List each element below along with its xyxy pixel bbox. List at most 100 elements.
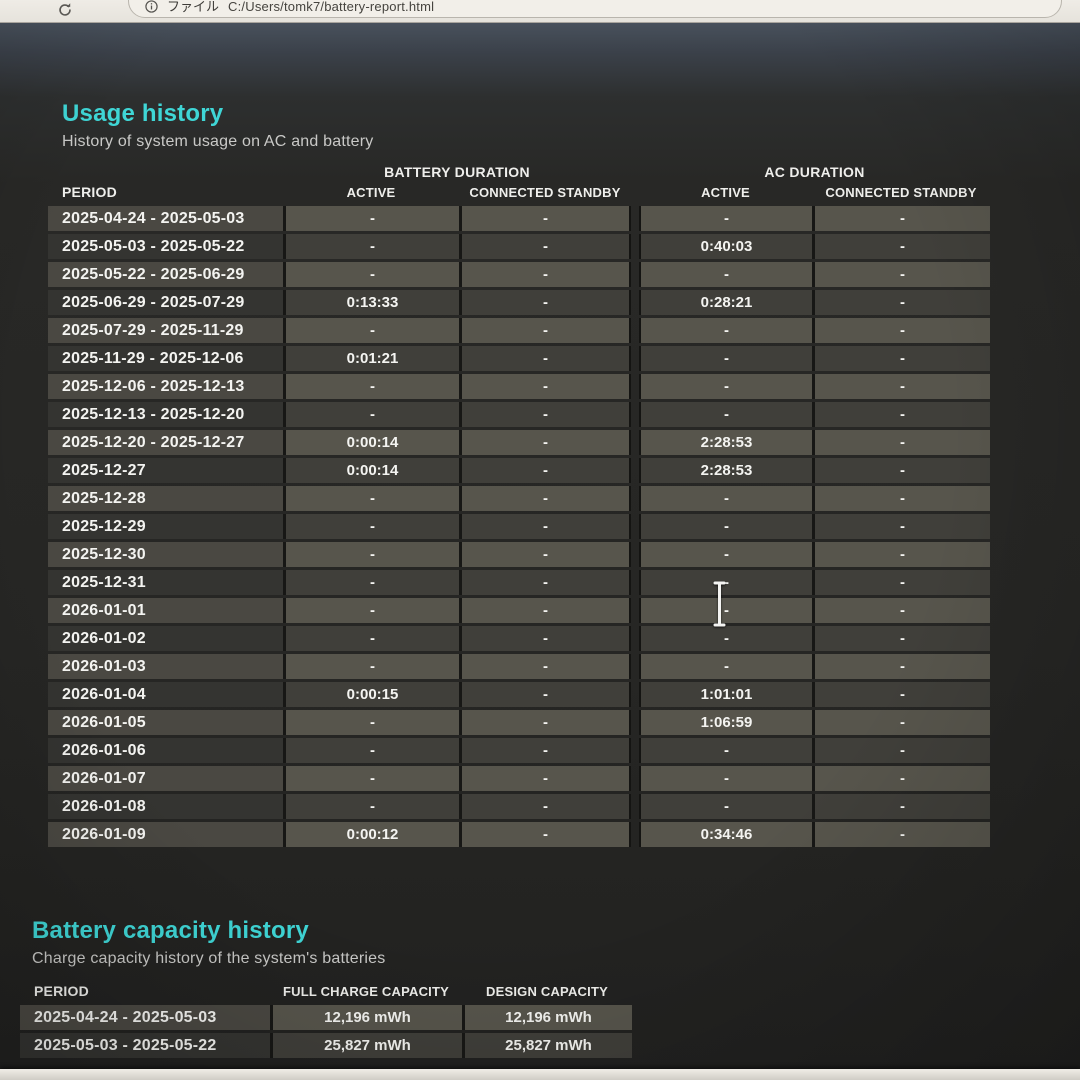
text-cursor-icon <box>713 581 726 627</box>
column-group-gap <box>631 682 639 707</box>
usage-history-section: Usage history History of system usage on… <box>48 100 991 850</box>
value-cell: - <box>812 262 991 287</box>
value-cell: - <box>639 794 812 819</box>
value-cell: - <box>459 654 631 679</box>
reload-icon[interactable] <box>56 1 74 19</box>
column-group-gap <box>631 458 639 483</box>
value-cell: - <box>639 738 812 763</box>
value-cell: - <box>283 738 459 763</box>
value-cell: - <box>639 206 812 231</box>
browser-toolbar: ファイル C:/Users/tomk7/battery-report.html <box>0 0 1080 23</box>
value-cell: - <box>639 626 812 651</box>
value-cell: 25,827 mWh <box>270 1033 462 1058</box>
value-cell: - <box>283 262 459 287</box>
screen-bottom-bezel <box>0 1069 1080 1080</box>
table-row: 2025-11-29 - 2025-12-06 0:01:21- - - <box>48 346 991 371</box>
column-group-gap <box>631 542 639 567</box>
value-cell: - <box>812 710 991 735</box>
value-cell: - <box>459 262 631 287</box>
period-column-header: PERIOD <box>62 184 117 200</box>
url-text[interactable]: C:/Users/tomk7/battery-report.html <box>228 0 435 14</box>
period-cell: 2026-01-01 <box>48 598 283 623</box>
value-cell: - <box>812 654 991 679</box>
battery-duration-header: BATTERY DURATION <box>384 164 530 180</box>
table-row: 2025-04-24 - 2025-05-03 12,196 mWh 12,196 … <box>20 1005 632 1030</box>
period-cell: 2025-04-24 - 2025-05-03 <box>20 1005 270 1030</box>
value-cell: - <box>639 262 812 287</box>
column-group-gap <box>631 374 639 399</box>
info-icon[interactable] <box>145 0 158 13</box>
period-cell: 2025-04-24 - 2025-05-03 <box>48 206 283 231</box>
value-cell: - <box>283 374 459 399</box>
column-header-row: PERIOD ACTIVE CONNECTED STANDBY ACTIVE C… <box>48 184 990 203</box>
table-row: 2026-01-08- - - - <box>48 794 991 819</box>
value-cell: - <box>812 206 991 231</box>
value-cell: - <box>812 514 991 539</box>
value-cell: - <box>812 318 991 343</box>
value-cell: - <box>639 598 812 623</box>
value-cell: - <box>812 430 991 455</box>
value-cell: - <box>639 374 812 399</box>
value-cell: - <box>812 822 991 847</box>
value-cell: 12,196 mWh <box>462 1005 632 1030</box>
ac-duration-header: AC DURATION <box>764 164 865 180</box>
battery-capacity-subtitle: Charge capacity history of the system's … <box>32 950 386 967</box>
period-cell: 2026-01-07 <box>48 766 283 791</box>
period-cell: 2026-01-08 <box>48 794 283 819</box>
value-cell: - <box>283 598 459 623</box>
value-cell: 0:00:12 <box>283 822 459 847</box>
table-row: 2025-12-31- - - - <box>48 570 991 595</box>
period-cell: 2025-12-31 <box>48 570 283 595</box>
value-cell: - <box>459 458 631 483</box>
column-group-gap <box>631 654 639 679</box>
usage-history-table: BATTERY DURATION AC DURATION PERIOD ACTI… <box>48 161 991 850</box>
value-cell: - <box>459 598 631 623</box>
period-cell: 2025-12-20 - 2025-12-27 <box>48 430 283 455</box>
period-cell: 2025-06-29 - 2025-07-29 <box>48 290 283 315</box>
battery-capacity-table: PERIOD FULL CHARGE CAPACITY DESIGN CAPAC… <box>20 980 632 1061</box>
battery-active-column-header: ACTIVE <box>346 184 396 200</box>
value-cell: - <box>639 514 812 539</box>
value-cell: 12,196 mWh <box>270 1005 462 1030</box>
column-group-gap <box>631 766 639 791</box>
value-cell: - <box>283 234 459 259</box>
period-cell: 2025-05-03 - 2025-05-22 <box>20 1033 270 1058</box>
column-group-gap <box>631 234 639 259</box>
table-row: 2025-12-20 - 2025-12-27 0:00:14-2:28:53- <box>48 430 991 455</box>
table-row: 2026-01-09 0:00:12-0:34:46- <box>48 822 991 847</box>
value-cell: - <box>283 542 459 567</box>
column-group-gap <box>631 318 639 343</box>
value-cell: - <box>283 514 459 539</box>
period-cell: 2025-12-06 - 2025-12-13 <box>48 374 283 399</box>
value-cell: - <box>459 542 631 567</box>
value-cell: - <box>459 514 631 539</box>
value-cell: - <box>283 402 459 427</box>
value-cell: - <box>812 290 991 315</box>
table-row: 2025-05-03 - 2025-05-22 25,827 mWh 25,827 … <box>20 1033 632 1058</box>
table-row: 2025-12-28- - - - <box>48 486 991 511</box>
value-cell: - <box>459 738 631 763</box>
value-cell: - <box>812 458 991 483</box>
value-cell: - <box>459 346 631 371</box>
period-cell: 2026-01-04 <box>48 682 283 707</box>
table-row: 2025-12-13 - 2025-12-20- - - - <box>48 402 991 427</box>
value-cell: 0:34:46 <box>639 822 812 847</box>
period-cell: 2026-01-09 <box>48 822 283 847</box>
value-cell: - <box>812 486 991 511</box>
table-row: 2025-12-30- - - - <box>48 542 991 567</box>
value-cell: - <box>639 766 812 791</box>
value-cell: - <box>639 318 812 343</box>
period-cell: 2026-01-02 <box>48 626 283 651</box>
value-cell: - <box>812 542 991 567</box>
column-group-gap <box>631 206 639 231</box>
value-cell: - <box>283 710 459 735</box>
value-cell: 1:06:59 <box>639 710 812 735</box>
column-header-row: PERIOD FULL CHARGE CAPACITY DESIGN CAPAC… <box>20 983 632 1002</box>
period-column-header: PERIOD <box>34 983 89 999</box>
column-group-gap <box>631 486 639 511</box>
value-cell: - <box>459 766 631 791</box>
value-cell: - <box>459 430 631 455</box>
address-bar[interactable]: ファイル C:/Users/tomk7/battery-report.html <box>128 0 1062 18</box>
period-cell: 2025-07-29 - 2025-11-29 <box>48 318 283 343</box>
